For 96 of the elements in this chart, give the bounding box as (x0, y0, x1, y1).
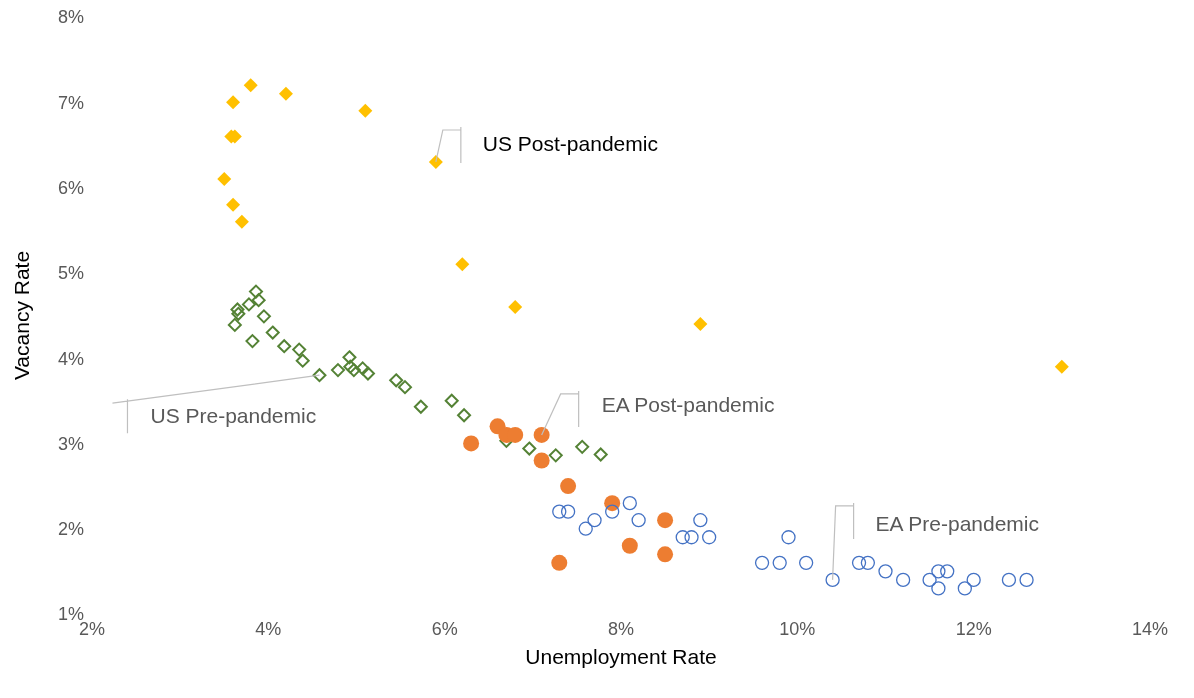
point (312, 368, 327, 383)
point (931, 564, 946, 579)
y-tick-label: 5% (57, 263, 84, 284)
point (575, 439, 590, 454)
x-tick-label: 12% (955, 618, 992, 639)
point (533, 426, 550, 443)
point (693, 317, 708, 332)
point (931, 581, 946, 596)
point (587, 513, 602, 528)
point (1001, 572, 1017, 588)
point (217, 172, 232, 187)
point (966, 572, 981, 588)
point (355, 361, 370, 376)
point (227, 317, 242, 332)
point (622, 495, 637, 511)
point (593, 447, 608, 462)
point (957, 581, 972, 596)
point (245, 334, 260, 349)
point (444, 393, 459, 408)
point (560, 478, 577, 495)
point (781, 530, 796, 545)
point (230, 302, 245, 317)
point (702, 530, 717, 545)
point (251, 293, 266, 308)
x-axis-title: Unemployment Rate (525, 645, 717, 668)
point (295, 353, 310, 368)
point (389, 373, 404, 388)
point (799, 555, 814, 570)
point (604, 495, 621, 512)
point (413, 399, 428, 414)
point (657, 546, 674, 563)
point (343, 359, 358, 374)
point (1054, 359, 1069, 374)
point (358, 103, 373, 118)
text: EA Post-pandemic (601, 393, 775, 417)
point (463, 435, 480, 452)
point (754, 555, 770, 570)
point (226, 197, 241, 212)
point (277, 339, 292, 354)
point (330, 363, 345, 378)
point (256, 309, 271, 324)
point (243, 78, 258, 93)
point (428, 154, 443, 169)
y-tick-label: 8% (57, 7, 84, 28)
point (657, 512, 674, 529)
point (533, 452, 550, 469)
point (522, 441, 537, 456)
point (248, 284, 263, 299)
point (578, 521, 593, 536)
point (342, 350, 357, 365)
series-label: US Post-pandemic (482, 131, 658, 155)
x-tick-label: 6% (431, 618, 458, 639)
series-label: EA Pre-pandemic (875, 512, 1040, 536)
point (621, 537, 638, 554)
point (552, 504, 567, 519)
point (508, 299, 523, 314)
point (457, 408, 472, 423)
y-tick-label: 3% (57, 433, 84, 454)
point (772, 555, 787, 570)
y-tick-label: 6% (57, 177, 84, 198)
point (693, 513, 708, 528)
point (851, 555, 867, 570)
series-label: US Pre-pandemic (150, 403, 317, 427)
point (675, 530, 690, 545)
point (231, 306, 246, 321)
point (226, 95, 241, 110)
point (825, 572, 840, 588)
point (878, 564, 893, 579)
x-tick-label: 8% (607, 618, 635, 639)
y-axis-title: Vacancy Rate (10, 250, 34, 381)
point (397, 380, 412, 395)
point (895, 572, 911, 588)
point (360, 366, 375, 381)
point (605, 504, 620, 519)
x-tick-label: 4% (255, 618, 282, 639)
point (548, 448, 563, 463)
point (922, 572, 937, 588)
point (455, 257, 470, 272)
y-tick-label: 2% (57, 519, 84, 540)
x-tick-label: 14% (1131, 618, 1169, 639)
y-tick-label: 4% (57, 348, 84, 369)
point (241, 297, 256, 312)
y-tick-label: 7% (57, 92, 84, 113)
point (560, 504, 576, 519)
point (292, 342, 307, 357)
point (278, 86, 293, 101)
point (551, 554, 568, 571)
point (631, 513, 646, 528)
point (346, 363, 361, 378)
point (684, 530, 699, 545)
point (940, 564, 955, 579)
point (265, 325, 280, 340)
x-tick-label: 10% (779, 618, 816, 639)
point (860, 555, 876, 570)
point (1019, 572, 1034, 588)
point (234, 214, 249, 229)
